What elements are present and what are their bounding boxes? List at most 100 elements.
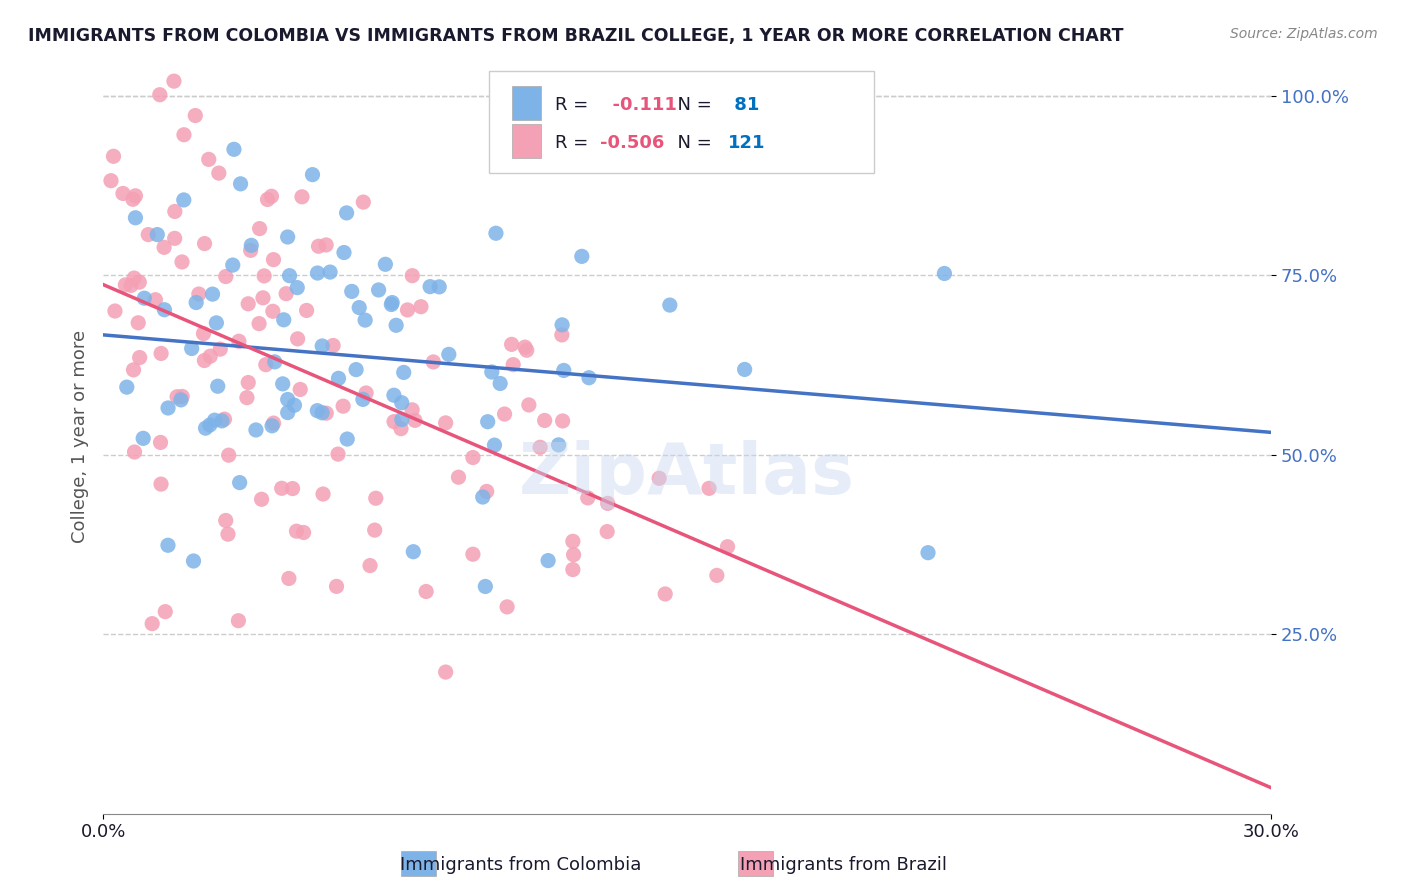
Point	[697, 481, 720, 495]
Point	[122, 363, 145, 377]
Point	[150, 346, 173, 360]
Point	[934, 267, 956, 281]
Point	[364, 491, 387, 506]
Point	[253, 268, 276, 283]
Point	[315, 406, 337, 420]
Point	[551, 318, 574, 332]
Point	[276, 286, 298, 301]
Point	[238, 376, 260, 390]
Point	[104, 304, 127, 318]
Point	[382, 388, 405, 402]
Point	[917, 546, 939, 560]
Point	[447, 470, 470, 484]
Point	[278, 268, 301, 283]
Point	[198, 417, 221, 432]
Point	[477, 415, 499, 429]
Point	[163, 204, 186, 219]
Point	[496, 599, 519, 614]
Point	[173, 128, 195, 142]
Text: Source: ZipAtlas.com: Source: ZipAtlas.com	[1230, 27, 1378, 41]
Point	[359, 558, 381, 573]
Point	[228, 614, 250, 628]
Point	[363, 523, 385, 537]
FancyBboxPatch shape	[512, 86, 541, 120]
Point	[292, 525, 315, 540]
Point	[217, 527, 239, 541]
Point	[322, 338, 344, 352]
Point	[336, 206, 359, 220]
Point	[295, 303, 318, 318]
Point	[207, 379, 229, 393]
Point	[385, 318, 408, 333]
Text: R =: R =	[555, 134, 595, 152]
Point	[222, 258, 245, 272]
Point	[115, 380, 138, 394]
Point	[122, 192, 145, 206]
Point	[290, 383, 312, 397]
Text: IMMIGRANTS FROM COLOMBIA VS IMMIGRANTS FROM BRAZIL COLLEGE, 1 YEAR OR MORE CORRE: IMMIGRANTS FROM COLOMBIA VS IMMIGRANTS F…	[28, 27, 1123, 45]
Point	[193, 326, 215, 341]
Point	[415, 584, 437, 599]
Point	[547, 438, 569, 452]
Point	[120, 278, 142, 293]
Point	[389, 422, 412, 436]
Point	[270, 481, 292, 495]
Point	[401, 268, 423, 283]
FancyBboxPatch shape	[512, 124, 541, 158]
Point	[578, 370, 600, 384]
Point	[553, 363, 575, 377]
Point	[239, 244, 262, 258]
Point	[427, 280, 450, 294]
Text: ZipAtlas: ZipAtlas	[519, 440, 855, 508]
Point	[517, 398, 540, 412]
Point	[263, 252, 285, 267]
Point	[481, 365, 503, 379]
Point	[367, 283, 389, 297]
Point	[103, 149, 125, 163]
Point	[170, 392, 193, 407]
Point	[734, 362, 756, 376]
Point	[111, 186, 134, 201]
Point	[271, 376, 294, 391]
Point	[404, 413, 426, 427]
Point	[240, 238, 263, 252]
Point	[153, 240, 176, 254]
Point	[263, 355, 285, 369]
Point	[252, 291, 274, 305]
Point	[141, 616, 163, 631]
Point	[391, 412, 413, 426]
Point	[537, 553, 560, 567]
Point	[211, 414, 233, 428]
Point	[155, 605, 177, 619]
Point	[128, 351, 150, 365]
Point	[315, 238, 337, 252]
Point	[529, 440, 551, 454]
Point	[262, 304, 284, 318]
Point	[352, 195, 374, 210]
Point	[149, 435, 172, 450]
Point	[654, 587, 676, 601]
Point	[172, 389, 194, 403]
Point	[354, 386, 377, 401]
Point	[392, 366, 415, 380]
Point	[419, 279, 441, 293]
Point	[200, 349, 222, 363]
Point	[311, 406, 333, 420]
Point	[132, 431, 155, 445]
Point	[149, 87, 172, 102]
Point	[336, 432, 359, 446]
Point	[354, 313, 377, 327]
Point	[502, 358, 524, 372]
Point	[561, 534, 583, 549]
Point	[562, 548, 585, 562]
Text: Immigrants from Brazil: Immigrants from Brazil	[740, 856, 948, 874]
Point	[287, 332, 309, 346]
Point	[145, 293, 167, 307]
Point	[461, 450, 484, 465]
Point	[146, 227, 169, 242]
Point	[434, 665, 457, 679]
Point	[347, 301, 370, 315]
Point	[208, 166, 231, 180]
Point	[484, 438, 506, 452]
Point	[180, 342, 202, 356]
